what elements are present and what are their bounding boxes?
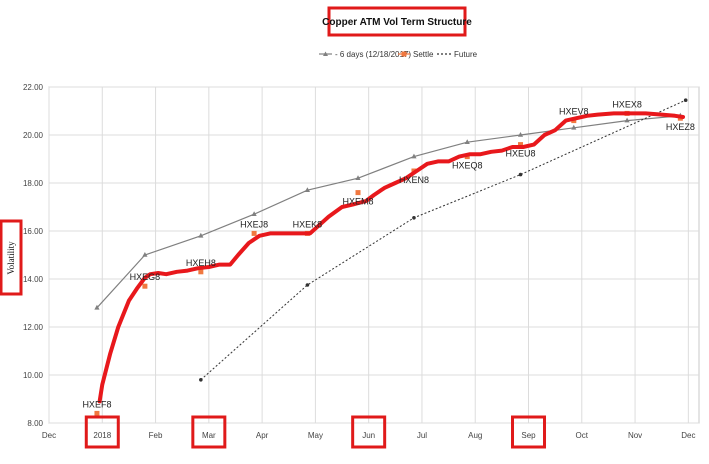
grid xyxy=(48,86,699,424)
y-tick-label: 18.00 xyxy=(23,179,44,188)
y-tick-label: 12.00 xyxy=(23,323,44,332)
series-future-line xyxy=(200,99,686,381)
series-6days-point xyxy=(571,124,577,130)
series-layer xyxy=(94,98,688,416)
legend-label-future[interactable]: Future xyxy=(454,50,478,59)
y-tick-label: 16.00 xyxy=(23,227,44,236)
annotation-layer: HXEF8 HXEG8 HXEH8 HXEJ8 HXEK8 HXEM8 HXEN8 HXEQ8… xyxy=(82,99,694,409)
contract-label: HXEM8 xyxy=(343,197,374,207)
y-tick-label: 22.00 xyxy=(23,83,44,92)
y-axis-label: Volatility xyxy=(6,241,16,275)
contract-label: HXEN8 xyxy=(399,175,429,185)
x-tick-label: Mar xyxy=(202,431,216,440)
legend: - 6 days (12/18/2017) Settle Future xyxy=(319,50,478,59)
y-tick-label: 10.00 xyxy=(23,371,44,380)
contract-label: HXEU8 xyxy=(506,149,536,159)
contract-label: HXEJ8 xyxy=(240,219,268,229)
x-tick-label: Aug xyxy=(468,431,482,440)
x-tick-label: 2018 xyxy=(93,431,111,440)
x-tick-label: Dec xyxy=(681,431,695,440)
series-settle-point xyxy=(355,190,361,196)
series-6days-point xyxy=(624,117,630,123)
series-6days-point xyxy=(94,304,100,310)
series-6days-point xyxy=(251,211,257,216)
fitted-vol-curve xyxy=(97,111,686,404)
series-6days-point xyxy=(142,252,148,257)
series-settle-point xyxy=(198,269,204,275)
contract-label: HXEV8 xyxy=(559,107,589,117)
fitted-curve-layer xyxy=(97,111,686,404)
tick-highlight-layer xyxy=(84,415,547,449)
chart-title: Copper ATM Vol Term Structure xyxy=(322,17,472,28)
ylabel-highlight-box xyxy=(0,219,23,296)
contract-label: HXEG8 xyxy=(130,272,161,282)
y-tick-label: 20.00 xyxy=(23,131,44,140)
x-tick-label: May xyxy=(308,431,323,440)
legend-label-6days[interactable]: - 6 days (12/18/2017) xyxy=(335,50,411,59)
series-6days-point xyxy=(517,132,524,137)
x-tick-label: Nov xyxy=(628,431,642,440)
series-6days-point xyxy=(464,139,470,144)
y-axis: 8.00 10.00 12.00 14.00 16.00 18.00 20.00 22.00 xyxy=(23,83,44,428)
x-axis: Dec 2018 Feb Mar Apr May Jun Jul Aug Sep Oct Nov Dec xyxy=(42,431,696,440)
contract-label: HXEF8 xyxy=(82,399,111,409)
series-6days-point xyxy=(355,175,361,180)
x-tick-label: Jul xyxy=(417,431,427,440)
series-settle-point xyxy=(142,283,148,289)
series-6days-point xyxy=(411,153,417,159)
series-settle-point xyxy=(94,410,100,416)
x-tick-highlight-box xyxy=(511,415,547,449)
series-future-point xyxy=(518,172,523,177)
x-tick-label: Feb xyxy=(149,431,163,440)
contract-label: HXEK8 xyxy=(293,219,323,229)
series-future-point xyxy=(412,216,416,220)
x-tick-highlight-box xyxy=(84,415,120,449)
y-tick-label: 14.00 xyxy=(23,275,44,284)
x-tick-highlight-box xyxy=(191,415,227,449)
y-tick-label: 8.00 xyxy=(27,419,43,428)
contract-label: HXEQ8 xyxy=(452,161,483,171)
series-settle-point xyxy=(518,142,524,148)
series-future-point xyxy=(305,283,310,287)
contract-label: HXEZ8 xyxy=(666,122,695,132)
contract-label: HXEX8 xyxy=(612,99,642,109)
x-tick-label: Apr xyxy=(256,431,269,440)
series-settle-point xyxy=(251,230,257,236)
legend-marker-6days xyxy=(323,51,328,56)
series-future-point xyxy=(683,98,688,102)
series-6days-point xyxy=(198,232,204,238)
contract-label: HXEH8 xyxy=(186,258,216,268)
x-tick-label: Oct xyxy=(576,431,589,440)
title-highlight-box xyxy=(327,6,467,37)
x-tick-label: Dec xyxy=(42,431,56,440)
x-tick-label: Jun xyxy=(362,431,375,440)
x-tick-highlight-box xyxy=(351,415,387,449)
legend-marker-settle xyxy=(401,51,407,57)
series-future-point xyxy=(199,378,203,382)
series-6days-point xyxy=(304,187,311,192)
x-tick-label: Sep xyxy=(521,431,536,440)
legend-label-settle[interactable]: Settle xyxy=(413,50,434,59)
series-6days-line xyxy=(96,115,681,309)
